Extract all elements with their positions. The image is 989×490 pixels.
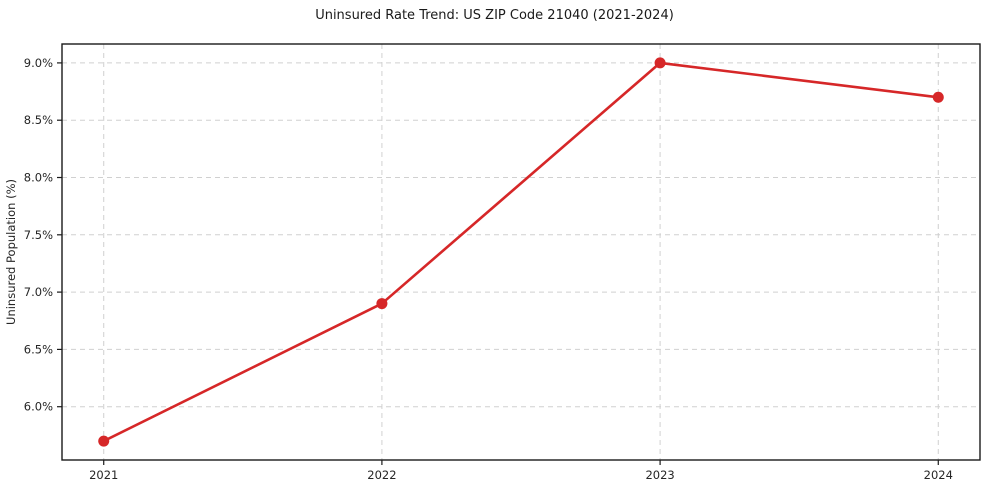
- x-tick-label: 2021: [89, 468, 118, 482]
- plot-border: [61, 43, 981, 461]
- y-tick-label: 8.5%: [24, 113, 53, 127]
- x-tick-label: 2022: [367, 468, 396, 482]
- data-point: [98, 435, 110, 447]
- y-tick-label: 8.0%: [24, 171, 53, 185]
- data-point: [932, 91, 944, 103]
- y-axis-label: Uninsured Population (%): [4, 179, 18, 325]
- x-tick-label: 2024: [924, 468, 953, 482]
- y-tick-label: 6.5%: [24, 342, 53, 356]
- y-tick-label: 7.5%: [24, 228, 53, 242]
- data-point: [376, 298, 388, 310]
- y-tick-label: 9.0%: [24, 56, 53, 70]
- y-tick-label: 7.0%: [24, 285, 53, 299]
- chart-title: Uninsured Rate Trend: US ZIP Code 21040 …: [315, 8, 674, 23]
- y-tick-label: 6.0%: [24, 400, 53, 414]
- trend-line: [102, 61, 940, 443]
- data-point: [654, 57, 666, 69]
- x-tick-label: 2023: [645, 468, 674, 482]
